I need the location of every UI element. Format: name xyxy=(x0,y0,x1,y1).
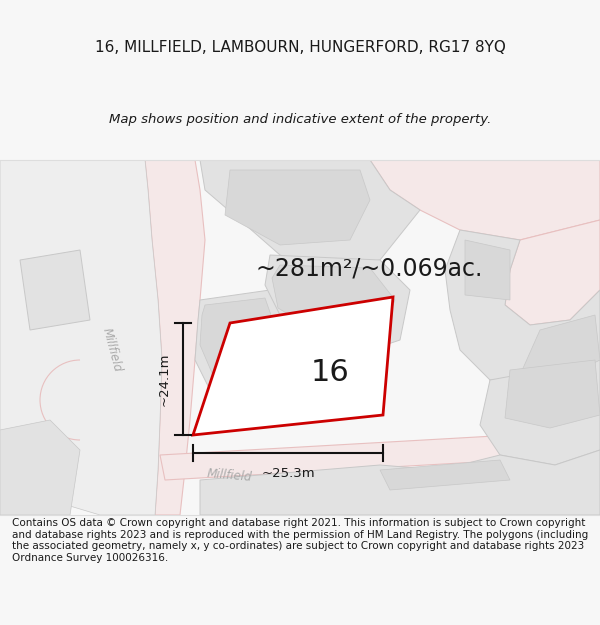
Polygon shape xyxy=(370,160,600,240)
Text: Millfield: Millfield xyxy=(207,466,253,484)
Polygon shape xyxy=(505,360,600,428)
Polygon shape xyxy=(195,290,290,395)
Polygon shape xyxy=(193,297,393,435)
Text: ~25.3m: ~25.3m xyxy=(261,467,315,480)
Polygon shape xyxy=(272,265,395,335)
Text: Millfield: Millfield xyxy=(100,326,124,374)
Polygon shape xyxy=(265,255,410,350)
Text: 16: 16 xyxy=(310,358,349,387)
Polygon shape xyxy=(490,355,600,415)
Text: 16, MILLFIELD, LAMBOURN, HUNGERFORD, RG17 8YQ: 16, MILLFIELD, LAMBOURN, HUNGERFORD, RG1… xyxy=(95,41,505,56)
Polygon shape xyxy=(145,160,205,515)
Text: Map shows position and indicative extent of the property.: Map shows position and indicative extent… xyxy=(109,114,491,126)
Text: Contains OS data © Crown copyright and database right 2021. This information is : Contains OS data © Crown copyright and d… xyxy=(12,518,588,563)
Polygon shape xyxy=(0,420,80,515)
Polygon shape xyxy=(480,360,600,465)
Polygon shape xyxy=(20,250,90,330)
Polygon shape xyxy=(160,430,600,480)
Polygon shape xyxy=(225,170,370,245)
Polygon shape xyxy=(520,315,600,380)
Polygon shape xyxy=(200,450,600,515)
Polygon shape xyxy=(445,230,600,380)
Polygon shape xyxy=(200,160,420,270)
Polygon shape xyxy=(0,160,105,480)
Text: ~281m²/~0.069ac.: ~281m²/~0.069ac. xyxy=(255,256,482,280)
Polygon shape xyxy=(505,220,600,325)
Text: ~24.1m: ~24.1m xyxy=(158,352,171,406)
Polygon shape xyxy=(200,298,278,380)
Polygon shape xyxy=(0,160,162,515)
Polygon shape xyxy=(380,460,510,490)
Polygon shape xyxy=(465,240,510,300)
